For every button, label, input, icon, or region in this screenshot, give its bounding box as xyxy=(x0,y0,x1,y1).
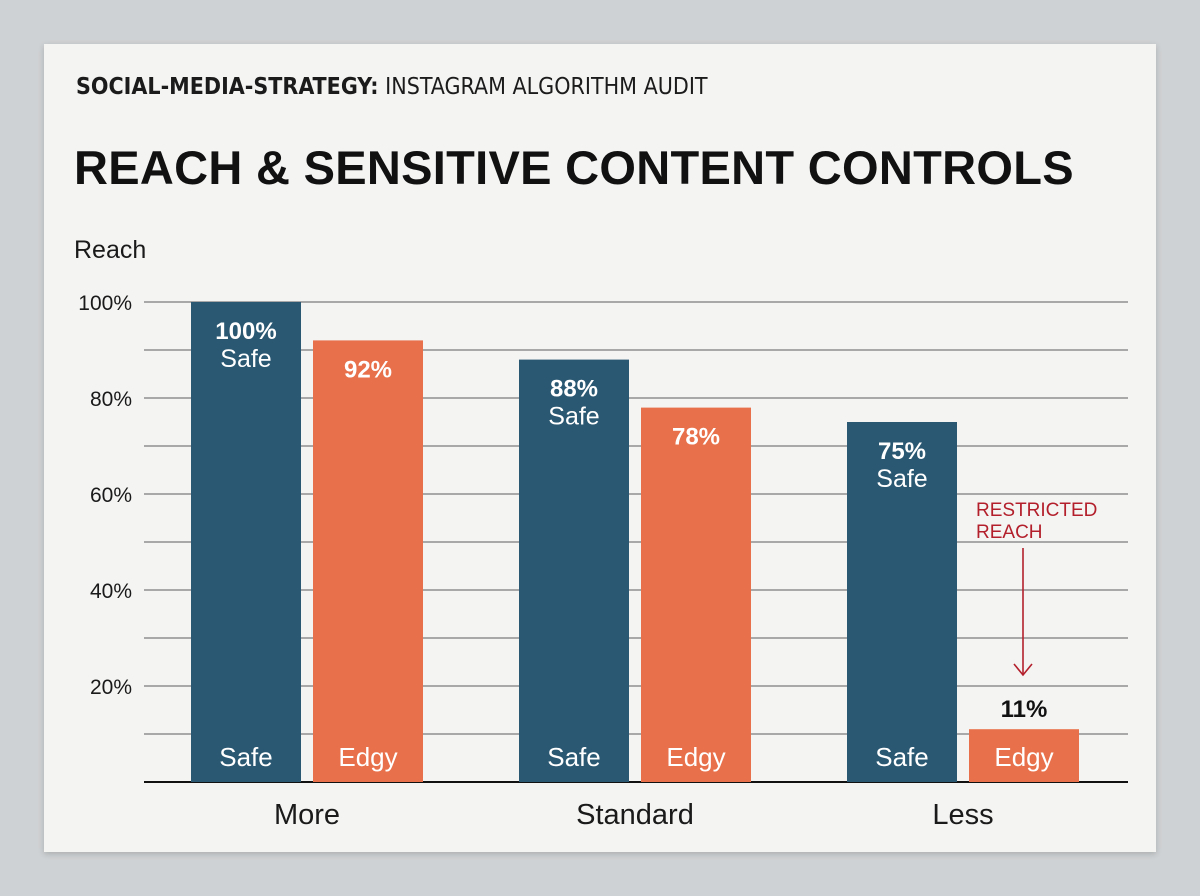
bar-edgy-less xyxy=(969,729,1079,782)
y-axis-label: Reach xyxy=(74,236,146,264)
bar-label: Safe xyxy=(547,742,601,772)
chart-labels: 20%40%60%80%100%ReachSafe100%SafeEdgy92%… xyxy=(74,236,1097,831)
bar-label: Safe xyxy=(219,742,273,772)
value-label: 100% xyxy=(215,318,276,345)
y-tick-label: 80% xyxy=(90,388,132,411)
value-sublabel: Safe xyxy=(876,465,927,493)
bar-label: Edgy xyxy=(666,742,725,772)
overline: SOCIAL-MEDIA-STRATEGY: INSTAGRAM ALGORIT… xyxy=(76,74,708,100)
overline-category: SOCIAL-MEDIA-STRATEGY: xyxy=(76,74,379,100)
value-label: 75% xyxy=(878,438,926,465)
bar-safe-less xyxy=(847,422,957,782)
x-category-label: Less xyxy=(932,799,993,831)
bar-label: Safe xyxy=(875,742,929,772)
value-label: 92% xyxy=(344,356,392,383)
bar-edgy-standard xyxy=(641,407,751,782)
bar-label: Edgy xyxy=(994,742,1053,772)
y-tick-label: 40% xyxy=(90,580,132,603)
y-tick-label: 20% xyxy=(90,676,132,699)
annotation-text: RESTRICTED xyxy=(976,500,1097,521)
x-category-label: Standard xyxy=(576,799,694,831)
value-label: 11% xyxy=(1001,696,1048,723)
annotation-arrow-head xyxy=(1013,663,1033,677)
x-category-label: More xyxy=(274,799,340,831)
y-tick-label: 100% xyxy=(78,292,132,315)
annotation-text: REACH xyxy=(976,522,1043,543)
bars xyxy=(191,302,1079,782)
value-label: 78% xyxy=(672,424,720,451)
value-sublabel: Safe xyxy=(548,403,599,431)
bar-safe-standard xyxy=(519,359,629,782)
page-title: REACH & SENSITIVE CONTENT CONTROLS xyxy=(74,141,1074,194)
bar-safe-more xyxy=(191,302,301,782)
value-label: 88% xyxy=(550,376,598,403)
bar-label: Edgy xyxy=(338,742,397,772)
y-tick-label: 60% xyxy=(90,484,132,507)
overline-subject: INSTAGRAM ALGORITHM AUDIT xyxy=(378,74,708,100)
grid-lines xyxy=(144,301,1128,783)
value-sublabel: Safe xyxy=(220,345,271,373)
bar-edgy-more xyxy=(313,340,423,782)
